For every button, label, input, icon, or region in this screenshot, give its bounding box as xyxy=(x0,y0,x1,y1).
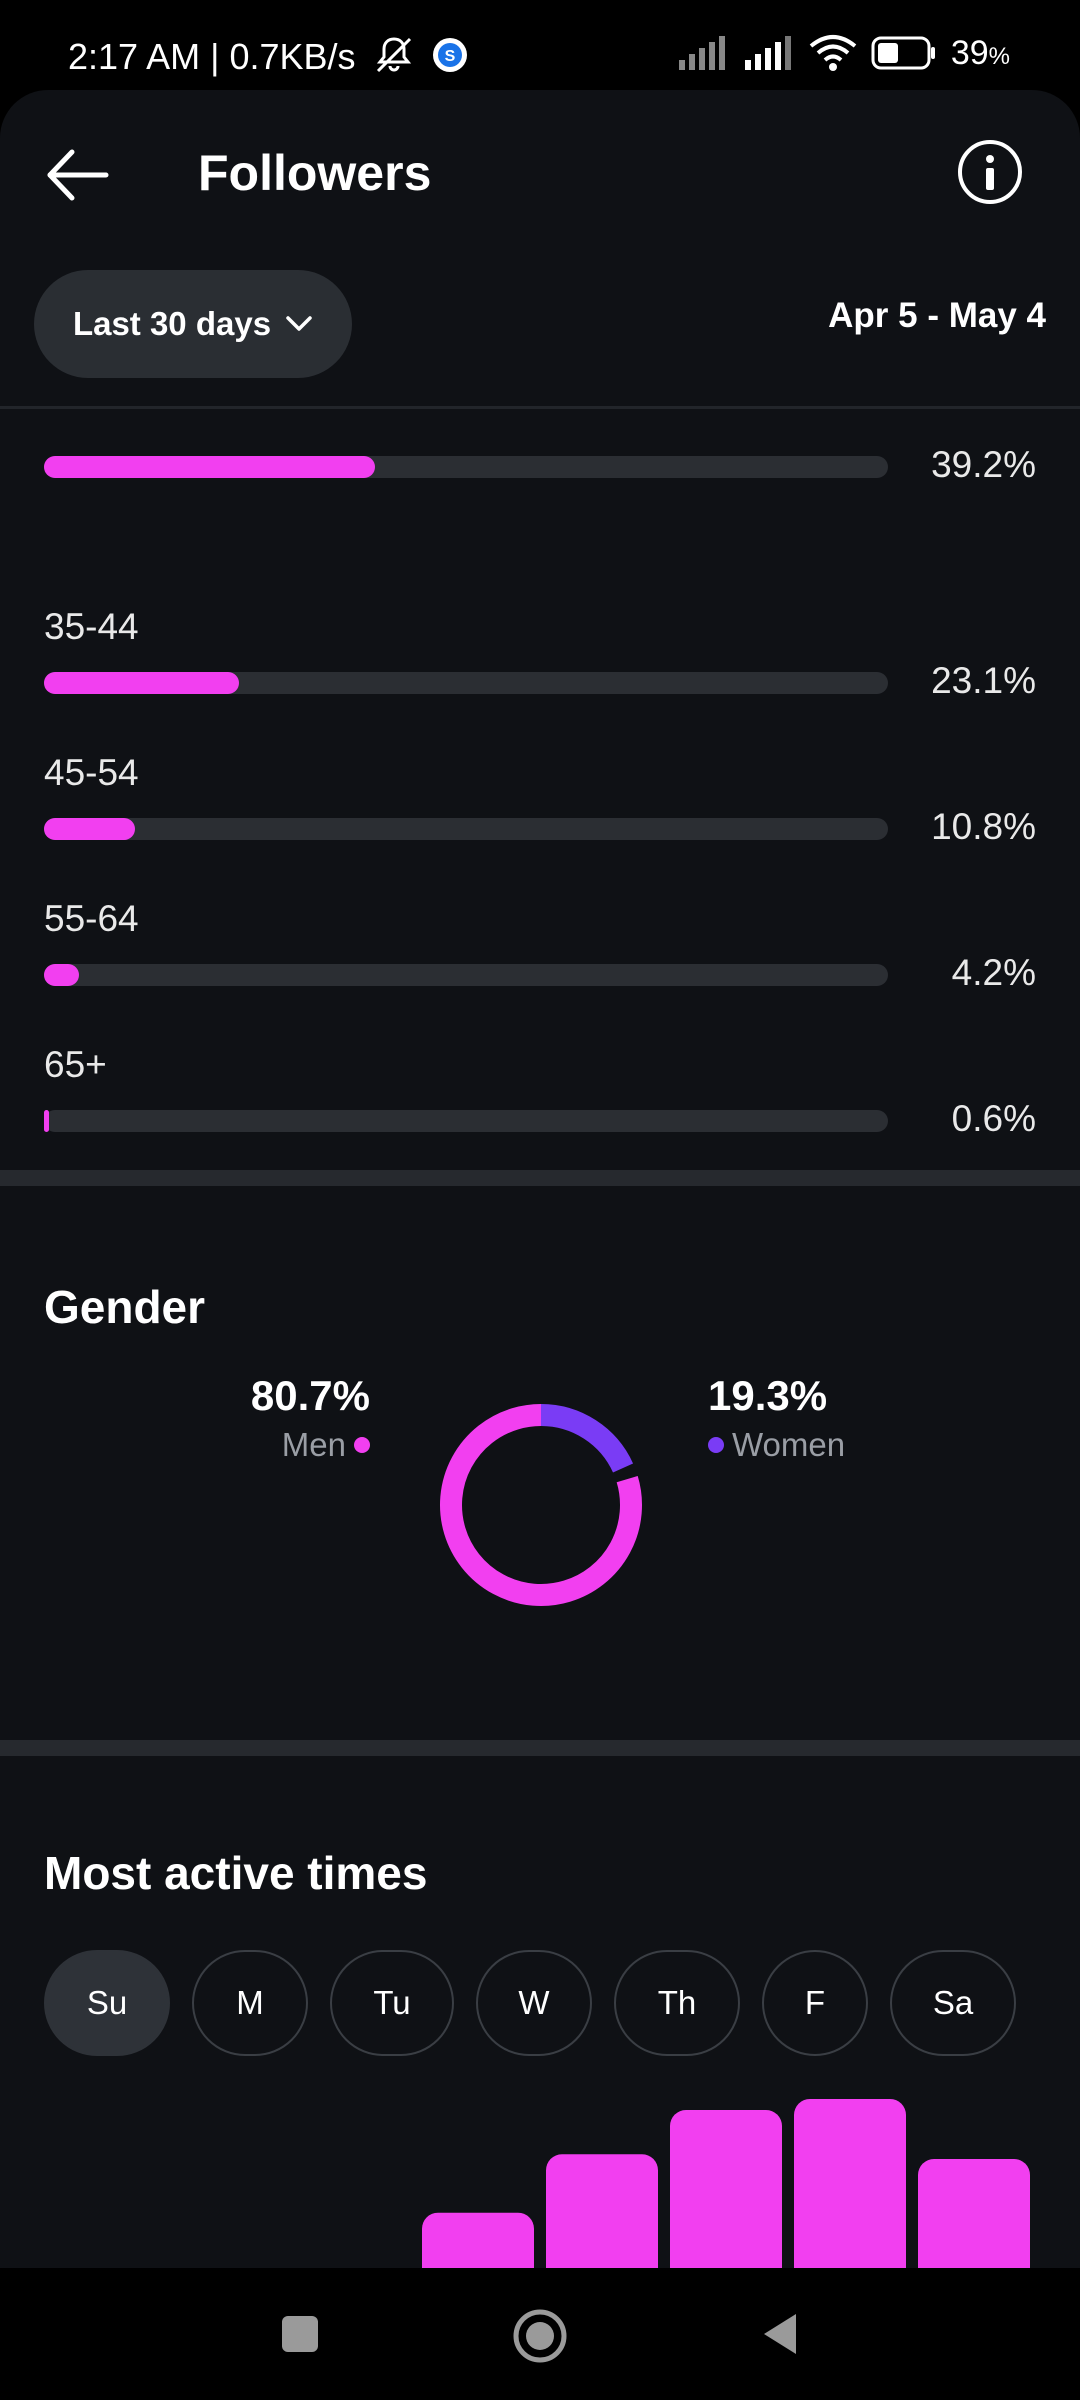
donut-men-segment xyxy=(440,1404,642,1606)
age-bar-track xyxy=(44,1110,888,1132)
age-row: 45-54 10.8% xyxy=(0,752,1080,898)
age-row: 39.2% xyxy=(0,356,1080,502)
svg-text:S: S xyxy=(445,48,456,65)
gender-men: 80.7% Men xyxy=(251,1370,370,1464)
day-tab-f[interactable]: F xyxy=(762,1950,868,2056)
recents-square-icon xyxy=(282,2316,318,2352)
age-label: 65+ xyxy=(44,1044,107,1085)
status-time: 2:17 AM | 0.7KB/s xyxy=(68,36,356,77)
men-legend: Men xyxy=(251,1426,370,1464)
home-button[interactable] xyxy=(508,2304,568,2364)
age-percent: 23.1% xyxy=(931,660,1036,701)
men-percent: 80.7% xyxy=(250,1372,370,1419)
active-times-title: Most active times xyxy=(44,1847,428,1899)
age-bar-fill xyxy=(44,1110,50,1132)
women-legend: Women xyxy=(708,1426,845,1464)
age-row: 65+ 0.6% xyxy=(0,1044,1080,1190)
women-label: Women xyxy=(732,1426,846,1463)
day-tab-w[interactable]: W xyxy=(476,1950,592,2056)
app-screen: Followers Last 30 days Apr 5 - May 4 39.… xyxy=(0,90,1080,2268)
day-tab-tu[interactable]: Tu xyxy=(330,1950,454,2056)
notifications-muted-icon xyxy=(376,37,412,73)
system-nav-bar xyxy=(0,2268,1080,2400)
men-dot xyxy=(354,1437,370,1453)
age-bar-track xyxy=(44,672,888,694)
signal-icon xyxy=(678,36,725,70)
chevron-down-icon xyxy=(286,316,312,331)
age-bar-fill xyxy=(44,964,80,986)
battery-icon xyxy=(871,36,935,70)
status-left-icons: S xyxy=(370,30,470,80)
donut-women-segment xyxy=(440,1404,642,1606)
day-tab-th[interactable]: Th xyxy=(614,1950,740,2056)
age-percent: 0.6% xyxy=(951,1098,1036,1139)
active-hour-bar xyxy=(918,2158,1030,2268)
age-bar-fill xyxy=(44,672,239,694)
age-percent: 10.8% xyxy=(931,806,1036,847)
day-selector: Su M Tu W Th F Sa xyxy=(44,1950,1016,2056)
info-icon xyxy=(958,140,1022,204)
date-filter-row: Last 30 days Apr 5 - May 4 xyxy=(0,270,1080,390)
age-percent: 39.2% xyxy=(931,444,1036,485)
age-label: 55-64 xyxy=(44,898,139,939)
back-arrow-icon xyxy=(47,149,109,201)
active-hour-bar xyxy=(794,2098,906,2268)
battery-percent: 39% xyxy=(950,33,1010,72)
recents-button[interactable] xyxy=(270,2304,330,2364)
active-hour-bar xyxy=(670,2110,782,2268)
nav-back-button[interactable] xyxy=(752,2304,812,2364)
age-row: 35-44 23.1% xyxy=(0,606,1080,752)
date-range-dropdown[interactable]: Last 30 days xyxy=(34,270,352,378)
age-label: 35-44 xyxy=(44,606,139,647)
page-title: Followers xyxy=(198,145,432,201)
age-bar-track xyxy=(44,818,888,840)
wifi-icon xyxy=(809,35,857,71)
gender-women: 19.3% Women xyxy=(708,1370,845,1464)
home-circle-icon xyxy=(513,2309,567,2363)
men-label: Men xyxy=(281,1426,346,1463)
date-range-text: Apr 5 - May 4 xyxy=(828,296,1046,335)
active-hour-bar xyxy=(546,2154,658,2268)
women-percent: 19.3% xyxy=(708,1372,828,1419)
age-bar-track xyxy=(44,456,888,478)
age-bar-fill xyxy=(44,818,136,840)
age-row: 55-64 4.2% xyxy=(0,898,1080,1044)
age-bar-track xyxy=(44,964,888,986)
age-label: 45-54 xyxy=(44,752,139,793)
section-divider xyxy=(0,1170,1080,1186)
day-tab-su[interactable]: Su xyxy=(44,1950,170,2056)
date-range-dropdown-label: Last 30 days xyxy=(72,305,272,342)
status-right-icons: 39% xyxy=(677,28,1080,78)
gender-title: Gender xyxy=(44,1281,206,1333)
age-percent: 4.2% xyxy=(951,952,1036,993)
gender-donut-chart xyxy=(440,1404,642,1606)
women-dot xyxy=(708,1437,724,1453)
active-times-bar-chart xyxy=(422,2098,1030,2268)
app-notification-icon: S xyxy=(433,38,467,72)
status-bar: 2:17 AM | 0.7KB/s S xyxy=(0,0,1080,90)
day-tab-sa[interactable]: Sa xyxy=(890,1950,1016,2056)
top-bar: Followers xyxy=(0,90,1080,250)
nav-back-triangle-icon xyxy=(764,2314,796,2354)
active-hour-bar xyxy=(422,2212,534,2268)
signal-icon-2 xyxy=(744,36,791,70)
info-button[interactable] xyxy=(956,138,1024,206)
day-tab-m[interactable]: M xyxy=(192,1950,308,2056)
divider xyxy=(0,406,1080,409)
back-button[interactable] xyxy=(44,140,114,210)
section-divider xyxy=(0,1740,1080,1756)
age-bar-fill xyxy=(44,456,375,478)
